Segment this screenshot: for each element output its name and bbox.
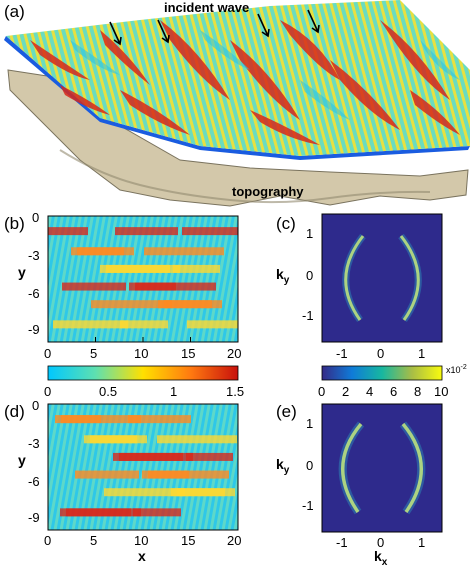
heatmap-band (113, 452, 183, 461)
spectrum-ring-left-c (344, 235, 365, 321)
panel-c-ytick: 0 (306, 268, 314, 283)
panel-e-label: (e) (276, 402, 297, 421)
panel-b-plot (47, 215, 239, 530)
panel-c-xtick: -1 (336, 346, 348, 361)
panel-c-ytick: 1 (306, 226, 314, 241)
colorbar-left-tick: 0 (44, 384, 52, 399)
panel-b-label: (b) (4, 214, 25, 233)
colorbar-right-tick: 6 (390, 384, 398, 399)
panel-b-ylabel: y (18, 264, 26, 280)
heatmap-band (100, 264, 170, 273)
panel-e-ytick: -1 (302, 498, 314, 513)
heatmap-band (60, 508, 131, 517)
colorbar-right-tick: 0 (318, 384, 326, 399)
incident-arrows (109, 9, 320, 46)
panel-d-xtick: 5 (90, 533, 98, 548)
panel-e-ytick: 0 (306, 458, 314, 473)
panel-c-xtick: 1 (418, 346, 426, 361)
panel-d-xtick: 0 (44, 533, 52, 548)
panel-d-ytick: -3 (28, 436, 40, 451)
heatmap-band (71, 247, 124, 256)
panel-b-xtick: 20 (227, 346, 242, 361)
panel-d-ylabel: y (18, 452, 26, 468)
colorbar-right-tick: 10 (434, 384, 449, 399)
panel-d-plot (47, 403, 239, 531)
colorbar-right-multiplier: x10-2 (446, 364, 467, 375)
colorbar-right (321, 365, 443, 381)
panel-e-ylabel: ky (276, 456, 290, 476)
panel-c-plot (321, 213, 443, 343)
heatmap-band (55, 415, 141, 424)
panel-d-ytick: -6 (28, 474, 40, 489)
panel-e-xtick: -1 (336, 535, 348, 550)
heatmap-band (91, 300, 172, 309)
colorbar-left-tick: 1.5 (226, 384, 245, 399)
colorbar-right-tick: 2 (342, 384, 350, 399)
panel-d-xlabel: x (138, 548, 146, 564)
panel-a-label: (a) (4, 2, 25, 21)
colorbar-left-tick: 1 (170, 384, 178, 399)
heatmap-band (173, 264, 220, 273)
wave-troughs (70, 30, 460, 120)
wave-crests (30, 20, 460, 145)
heatmap-band (187, 320, 238, 329)
heatmap-band (75, 470, 139, 479)
topography-label: topography (232, 184, 304, 199)
heatmap-band (133, 508, 181, 517)
colorbar-left-tick: 0.5 (99, 384, 118, 399)
heatmap-band (144, 247, 224, 256)
spectrum-ring-right-c (399, 235, 420, 321)
panel-a-surface (4, 0, 470, 207)
heatmap-band (182, 227, 238, 236)
panel-e-xlabel: kx (374, 548, 388, 568)
panel-e-ytick: 1 (306, 416, 314, 431)
heatmap-band (142, 470, 229, 479)
panel-d-xtick: 15 (181, 533, 196, 548)
panel-c-label: (c) (276, 214, 296, 233)
panel-b-xtick: 15 (181, 346, 196, 361)
panel-b-ytick: -9 (28, 322, 40, 337)
panel-e-plot (321, 403, 443, 533)
heatmap-band (104, 488, 185, 497)
panel-b-xtick: 5 (90, 346, 98, 361)
colorbar-right-tick: 8 (414, 384, 422, 399)
panel-c-ytick: -1 (302, 308, 314, 323)
panel-b-xtick: 0 (44, 346, 52, 361)
panel-b-ytick: -6 (28, 286, 40, 301)
incident-wave-label: incident wave (164, 0, 250, 15)
panel-d-xtick: 10 (134, 533, 149, 548)
heatmap-band (158, 300, 212, 309)
panel-b-ytick: -3 (28, 248, 40, 263)
panel-c-field (322, 214, 442, 342)
panel-d-label: (d) (4, 402, 25, 421)
heatmap-band (128, 415, 191, 424)
heatmap-band (129, 282, 216, 291)
panel-d-xtick: 20 (227, 533, 242, 548)
heatmap-band (186, 452, 233, 461)
heatmap-band (171, 488, 225, 497)
panel-e-xtick: 1 (418, 535, 426, 550)
spectrum-ring-right-e (401, 422, 423, 513)
panel-b-xtick: 10 (134, 346, 149, 361)
panel-d-ytick: 0 (32, 398, 40, 413)
panel-d-ytick: -9 (28, 510, 40, 525)
panel-c-ylabel: ky (276, 266, 290, 286)
heatmap-band (157, 435, 237, 444)
heatmap-band (115, 227, 178, 236)
wave-surface (6, 0, 470, 156)
heatmap-band (62, 282, 126, 291)
panel-e-xtick: 0 (377, 535, 385, 550)
spectrum-ring-left-e (341, 422, 363, 513)
panel-c-xtick: 0 (377, 346, 385, 361)
heatmap-band (120, 320, 168, 329)
heatmap-band (84, 435, 137, 444)
colorbar-right-tick: 4 (366, 384, 374, 399)
heatmap-band (53, 320, 128, 329)
panel-b-ytick: 0 (32, 210, 40, 225)
colorbar-left (47, 365, 239, 381)
heatmap-band (48, 227, 88, 236)
